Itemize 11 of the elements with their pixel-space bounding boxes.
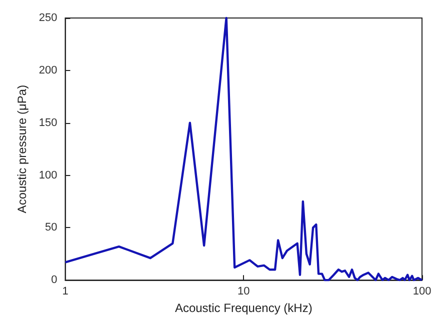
y-tick-label: 100	[38, 169, 58, 182]
y-tick-label: 250	[38, 12, 58, 24]
x-tick-label: 1	[62, 286, 68, 298]
y-tick-label: 200	[38, 64, 58, 76]
x-axis-title: Acoustic Frequency (kHz)	[174, 301, 312, 315]
y-tick-label: 150	[38, 116, 58, 129]
x-tick-label: 100	[412, 286, 432, 298]
x-tick-label: 10	[238, 286, 250, 298]
y-tick-label: 0	[51, 274, 58, 286]
y-axis-title: Acoustic pressure (μPa)	[15, 84, 29, 214]
y-tick-label: 50	[45, 222, 58, 234]
